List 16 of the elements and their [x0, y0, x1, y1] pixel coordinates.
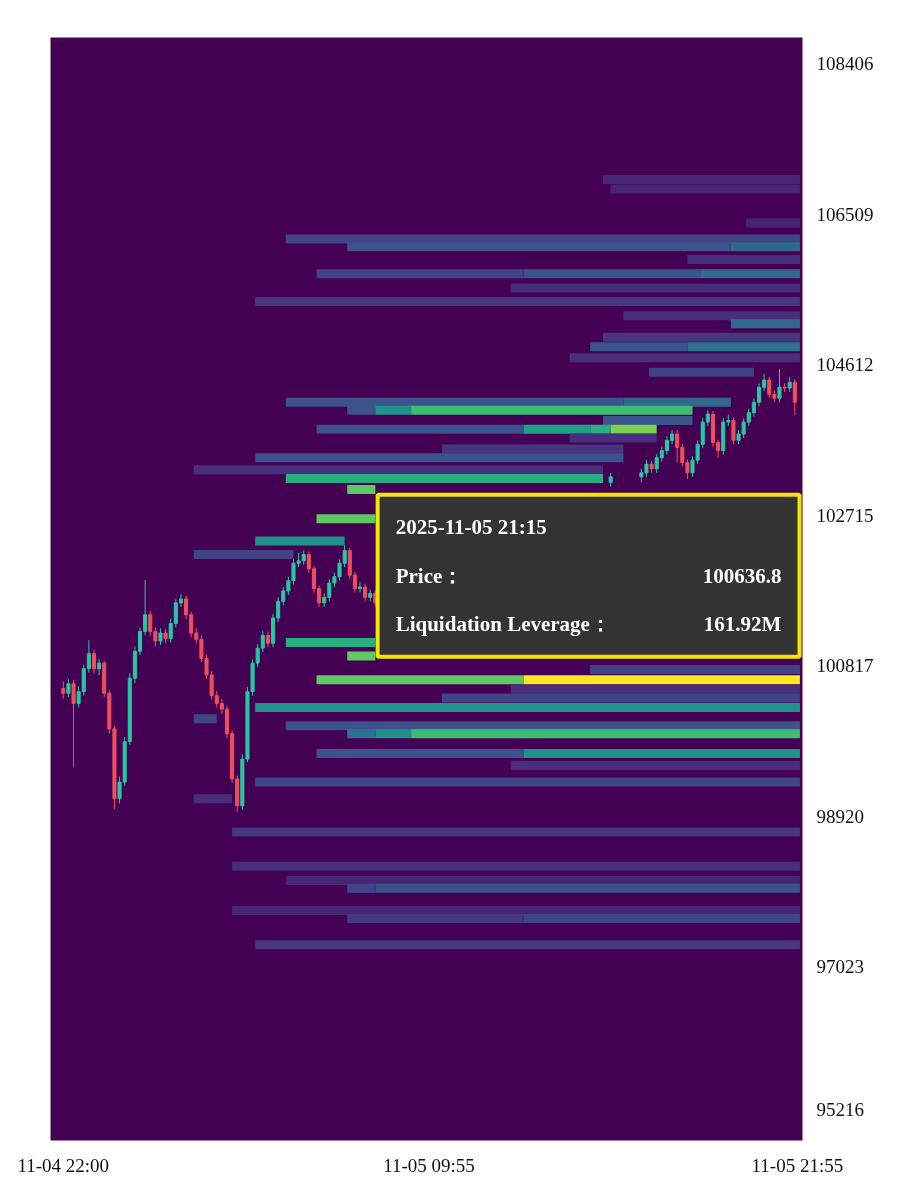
annotation: Liquidation Leverage：	[395, 612, 611, 637]
annotation: Price：	[395, 563, 464, 588]
annotation: 161.92M	[703, 612, 782, 637]
y-tick-label: 95216	[816, 1099, 864, 1121]
y-tick-label: 106509	[816, 203, 874, 225]
annotation: 2025-11-05 21:15	[395, 515, 547, 540]
annotation: 100636.8	[702, 563, 782, 588]
x-tick-label: 11-05 21:55	[751, 1154, 844, 1176]
x-tick-label: 11-05 09:55	[383, 1154, 475, 1176]
y-tick-label: 100817	[816, 655, 874, 677]
y-tick-label: 108406	[816, 53, 874, 75]
y-tick-label: 98920	[816, 805, 864, 827]
y-tick-label: 102715	[816, 504, 874, 526]
x-tick-label: 11-04 22:00	[17, 1154, 110, 1176]
y-tick-label: 104612	[816, 354, 874, 376]
y-tick-label: 97023	[816, 956, 864, 978]
